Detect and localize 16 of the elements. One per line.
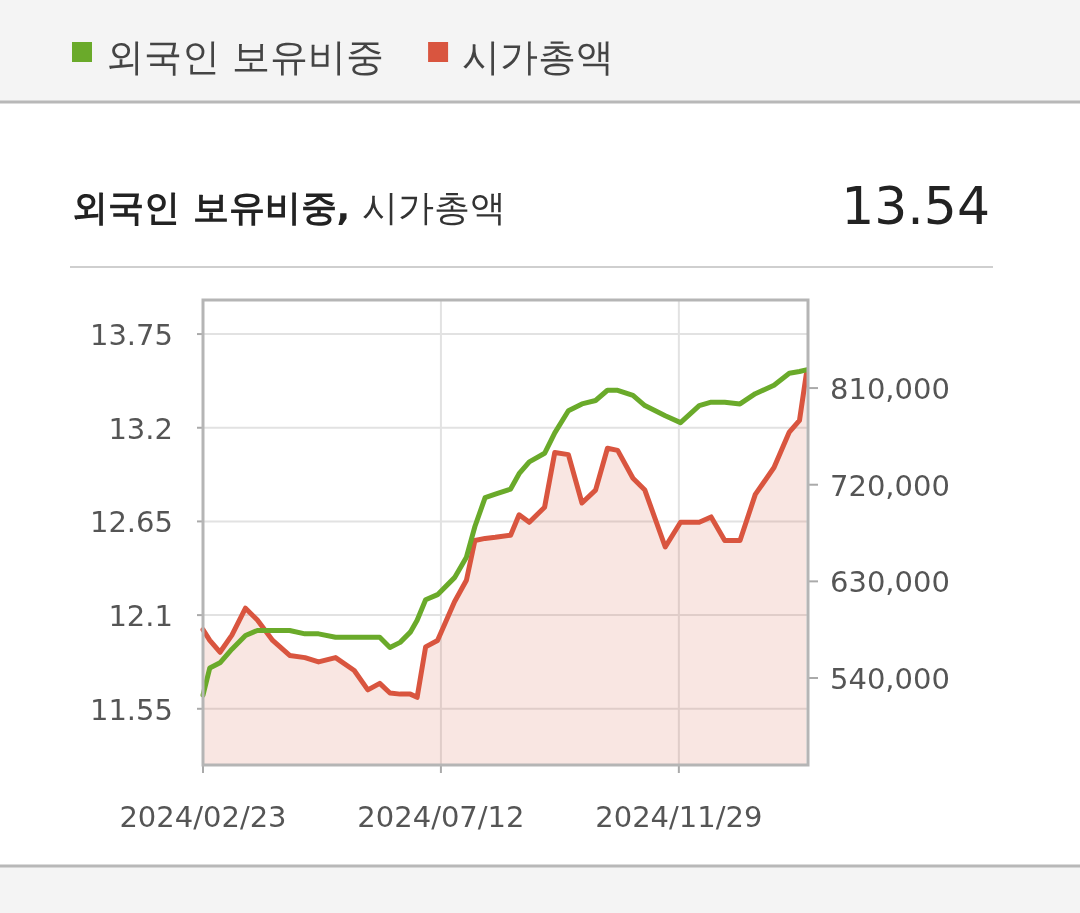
chart-title: 외국인 보유비중, 시가총액 [72, 187, 506, 228]
legend-label: 시가총액 [462, 35, 615, 79]
x-tick-label: 2024/02/23 [119, 800, 287, 834]
y-tick-label: 12.1 [108, 599, 173, 634]
legend-label: 외국인 보유비중 [106, 35, 385, 79]
y-tick-label: 13.2 [108, 411, 173, 446]
y-tick-label: 13.75 [89, 318, 173, 353]
y2-tick-label: 720,000 [830, 468, 950, 503]
y2-tick-label: 630,000 [830, 565, 950, 600]
y-tick-label: 11.55 [89, 692, 173, 727]
text: 13.54 [841, 176, 990, 236]
x-tick-label: 2024/11/29 [595, 800, 763, 834]
y-tick-label: 12.65 [89, 505, 173, 540]
y2-tick-label: 540,000 [830, 662, 950, 697]
x-tick-label: 2024/07/12 [357, 800, 525, 834]
y2-tick-label: 810,000 [830, 372, 950, 407]
